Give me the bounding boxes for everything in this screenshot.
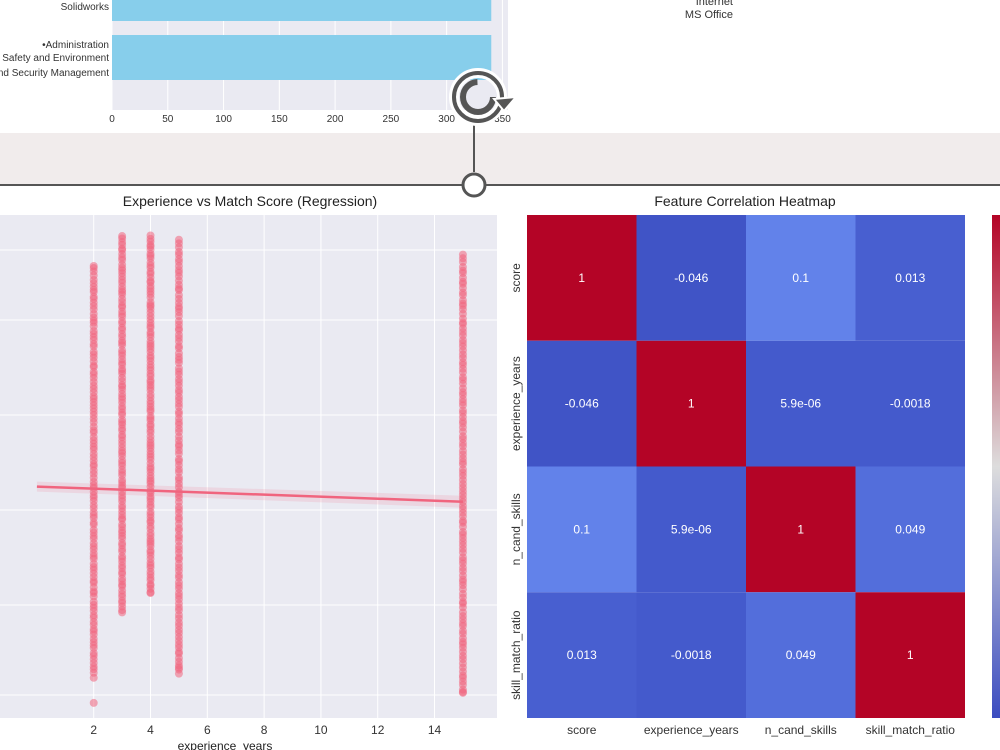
- heatmap-cell: [746, 340, 856, 467]
- heatmap-cells: [527, 215, 965, 718]
- list-item-internet: Internet: [696, 0, 733, 8]
- heatmap-cell-value: 0.049: [786, 648, 816, 662]
- heatmap-cell-value: -0.0018: [671, 648, 712, 662]
- heatmap-x-label: score: [567, 723, 597, 737]
- scatter-points: [89, 231, 467, 707]
- heatmap-x-label: skill_match_ratio: [866, 723, 956, 737]
- scatter-x-tick-label: 6: [204, 723, 211, 737]
- heatmap-colorbar: [992, 215, 1000, 718]
- heatmap-cell: [855, 592, 965, 718]
- heatmap-cell-value: 1: [797, 522, 804, 536]
- heatmap-x-labels: score experience_years n_cand_skills skill_…: [567, 723, 955, 737]
- heatmap-y-label: score: [509, 263, 523, 293]
- heatmap-cell-value: 1: [688, 397, 695, 411]
- heatmap-title: Feature Correlation Heatmap: [654, 193, 836, 209]
- scatter-point: [89, 262, 98, 271]
- bar-chart-bars: [112, 0, 492, 80]
- bar-chart-x-ticks: 0 50 100 150 200 250 300 350: [109, 114, 511, 125]
- scatter-point: [458, 250, 467, 259]
- heatmap-cell: [527, 340, 637, 467]
- scatter-x-tick-label: 14: [428, 723, 442, 737]
- scatter-plot-background: [0, 215, 497, 718]
- bar-x-tick-label: 50: [162, 114, 174, 125]
- bar: [112, 35, 492, 80]
- bar-chart-category-labels: Solidworks •Administration Safety and Envi…: [0, 2, 109, 79]
- list-item-ms-office: MS Office: [685, 9, 733, 21]
- scatter-x-tick-label: 4: [147, 723, 154, 737]
- bar-x-tick-label: 250: [383, 114, 400, 125]
- heatmap-cell: [636, 340, 746, 467]
- heatmap-cell-value: -0.0018: [890, 397, 931, 411]
- heatmap-cell-value: 1: [907, 648, 914, 662]
- heatmap-cell: [527, 466, 637, 593]
- drag-handle[interactable]: [461, 172, 487, 198]
- scatter-x-ticks: 2 4 6 8 10 12 14: [90, 723, 441, 737]
- scatter-title: Experience vs Match Score (Regression): [122, 193, 378, 209]
- heatmap-cell: [636, 215, 746, 341]
- bar-category-label: Solidworks: [61, 2, 109, 13]
- skills-bar-chart: Solidworks •Administration Safety and Envi…: [0, 0, 733, 125]
- bar-category-label: nd Security Management: [0, 68, 109, 79]
- regression-line: [36, 481, 463, 508]
- skills-list: Internet MS Office: [685, 0, 733, 21]
- heatmap-cell: [636, 466, 746, 593]
- bar-x-tick-label: 150: [271, 114, 288, 125]
- heatmap-cell: [855, 466, 965, 593]
- rotate-icon[interactable]: [449, 68, 519, 126]
- experience-scatter-plot: 2 4 6 8 10 12 14 experience_years: [0, 215, 497, 750]
- scatter-point: [174, 364, 183, 373]
- heatmap-y-label: experience_years: [509, 356, 523, 451]
- scatter-x-tick-label: 10: [314, 723, 328, 737]
- heatmap-cell-value: 0.049: [895, 522, 925, 536]
- scatter-x-tick-label: 8: [261, 723, 268, 737]
- scatter-x-tick-label: 2: [90, 723, 97, 737]
- scatter-point: [174, 235, 183, 244]
- bar-x-tick-label: 200: [327, 114, 344, 125]
- scatter-point: [174, 663, 183, 672]
- scatter-point: [146, 588, 155, 597]
- heatmap-x-label: experience_years: [644, 723, 739, 737]
- bar-category-label: Safety and Environment: [2, 53, 109, 64]
- scatter-point: [89, 698, 98, 707]
- bar-category-label: •Administration: [42, 40, 109, 51]
- bar-x-tick-label: 100: [215, 114, 232, 125]
- scatter-point: [118, 232, 127, 241]
- heatmap-y-labels: score experience_years n_cand_skills skill_…: [509, 263, 523, 700]
- heatmap-cell-value: 0.013: [895, 271, 925, 285]
- scatter-x-tick-label: 12: [371, 723, 385, 737]
- regression-line-path: [36, 485, 463, 503]
- heatmap-cell: [855, 215, 965, 341]
- heatmap-cell-value: 0.013: [567, 648, 597, 662]
- bar-x-tick-label: 0: [109, 114, 115, 125]
- scatter-x-axis-label: experience_years: [178, 739, 273, 750]
- heatmap-cell: [527, 592, 637, 718]
- scatter-point: [89, 673, 98, 682]
- heatmap-x-label: n_cand_skills: [765, 723, 837, 737]
- scatter-grid: [0, 215, 497, 718]
- heatmap-cell-value: -0.046: [674, 271, 708, 285]
- heatmap-cell: [746, 592, 856, 718]
- bar-x-tick-label: 300: [438, 114, 455, 125]
- heatmap-cell-value: 0.1: [573, 522, 590, 536]
- heatmap-cell-value: 0.1: [792, 271, 809, 285]
- heatmap-cell: [746, 215, 856, 341]
- heatmap-values: 1 -0.046 0.1 0.013 -0.046 1 5.9e-06 -0.0018 0.1 5…: [565, 271, 931, 662]
- heatmap-cell: [746, 466, 856, 593]
- heatmap-cell-value: 5.9e-06: [671, 522, 712, 536]
- heatmap-cell-value: 5.9e-06: [780, 397, 821, 411]
- section-divider: [0, 133, 1000, 185]
- scatter-point: [458, 688, 467, 697]
- scatter-point: [146, 231, 155, 240]
- bar: [112, 0, 492, 21]
- bar-x-tick-label: 350: [494, 114, 511, 125]
- heatmap-cell-value: 1: [578, 271, 585, 285]
- heatmap-y-label: n_cand_skills: [509, 493, 523, 565]
- heatmap-cell: [527, 215, 637, 341]
- heatmap-cell-value: -0.046: [565, 397, 599, 411]
- heatmap-cell: [636, 592, 746, 718]
- heatmap-cell: [855, 340, 965, 467]
- heatmap-y-label: skill_match_ratio: [509, 610, 523, 700]
